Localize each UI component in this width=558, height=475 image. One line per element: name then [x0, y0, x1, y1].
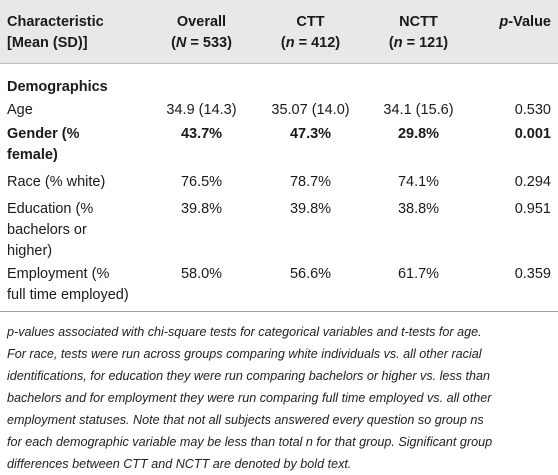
- row-education-ctt: 39.8%: [289, 201, 332, 217]
- row-label-education: Education (% bachelors or higher): [7, 201, 94, 259]
- footnote-line: employment statuses. Note that not all s…: [7, 413, 484, 427]
- row-label-race: Race (% white): [7, 174, 106, 190]
- row-label-age: Age: [7, 102, 33, 118]
- row-age-nctt: 34.1 (15.6): [383, 102, 454, 118]
- row-gender-p: 0.001: [514, 126, 551, 142]
- row-age-p: 0.530: [514, 102, 551, 118]
- footnote-line: bachelors and for employment they were r…: [7, 391, 492, 405]
- row-gender-nctt: 29.8%: [397, 126, 440, 142]
- footnote-line: for each demographic variable may be les…: [7, 435, 493, 449]
- footnote-line: p-values associated with chi-square test…: [7, 325, 482, 339]
- row-label-employment: Employment (% full time employed): [7, 266, 129, 303]
- header-ctt: CTT (n = 412): [263, 12, 358, 54]
- row-race-overall: 76.5%: [180, 174, 223, 190]
- row-employment-ctt: 56.6%: [289, 266, 332, 282]
- row-gender-overall: 43.7%: [180, 126, 223, 142]
- row-age-ctt: 35.07 (14.0): [271, 102, 350, 118]
- table-bottom-divider: [0, 311, 558, 312]
- row-employment-nctt: 61.7%: [397, 266, 440, 282]
- row-gender-ctt: 47.3%: [289, 126, 332, 142]
- table-footnote: p-values associated with chi-square test…: [7, 321, 555, 475]
- table-header-band: [0, 0, 558, 63]
- header-divider: [0, 63, 558, 64]
- footnote-line: identifications, for education they were…: [7, 369, 491, 383]
- row-education-p: 0.951: [514, 201, 551, 217]
- header-overall-label: Overall: [176, 14, 227, 30]
- row-race-p: 0.294: [514, 174, 551, 190]
- header-overall-n: (N = 533): [171, 35, 232, 51]
- row-race-nctt: 74.1%: [397, 174, 440, 190]
- row-employment-p: 0.359: [514, 266, 551, 282]
- row-label-gender: Gender (% female): [7, 126, 80, 163]
- section-title: Demographics: [7, 79, 108, 95]
- header-overall: Overall (N = 533): [150, 12, 253, 54]
- header-nctt-label: NCTT: [399, 14, 438, 30]
- row-education-overall: 39.8%: [180, 201, 223, 217]
- header-p-value: p-Value: [499, 14, 551, 30]
- header-ctt-n: (n = 412): [280, 35, 341, 51]
- row-age-overall: 34.9 (14.3): [166, 102, 237, 118]
- header-nctt-n: (n = 121): [388, 35, 449, 51]
- header-characteristic-line2: [Mean (SD)]: [7, 35, 88, 51]
- footnote-line: For race, tests were run across groups c…: [7, 347, 482, 361]
- header-characteristic: Characteristic [Mean (SD)]: [7, 12, 104, 54]
- row-employment-overall: 58.0%: [180, 266, 223, 282]
- header-characteristic-line1: Characteristic: [7, 14, 104, 30]
- row-race-ctt: 78.7%: [289, 174, 332, 190]
- row-education-nctt: 38.8%: [397, 201, 440, 217]
- header-nctt: NCTT (n = 121): [366, 12, 471, 54]
- header-ctt-label: CTT: [296, 14, 325, 30]
- footnote-line: differences between CTT and NCTT are den…: [7, 457, 352, 471]
